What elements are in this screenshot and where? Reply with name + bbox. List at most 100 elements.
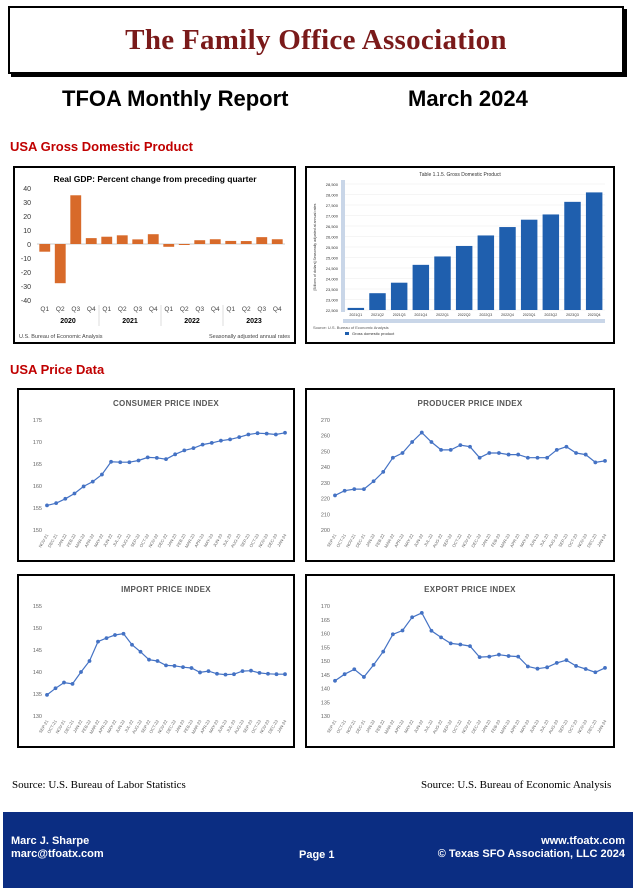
data-point	[206, 669, 211, 674]
org-banner: The Family Office Association	[8, 6, 624, 74]
y-tick-label: 10	[23, 228, 31, 235]
x-tick-label: MAY-23	[208, 718, 220, 734]
y-tick-label: -10	[21, 256, 31, 263]
x-tick-label: JAN-23	[174, 718, 186, 733]
y-tick-label: 200	[321, 528, 330, 534]
year-label: 2021	[122, 318, 138, 325]
y-tick-label: 28,000	[326, 193, 339, 198]
x-tick-label: MAY-22	[106, 718, 118, 734]
y-tick-label: -30	[21, 284, 31, 291]
data-point	[352, 487, 357, 492]
y-tick-label: 175	[33, 418, 42, 424]
x-tick-label: MAY-22	[403, 718, 415, 734]
y-tick-label: 130	[33, 714, 42, 720]
bar	[369, 293, 386, 310]
x-tick-label: 2023Q4	[588, 313, 601, 317]
y-tick-label: 24,500	[326, 266, 339, 271]
data-point	[154, 455, 159, 460]
y-tick-label: 140	[33, 670, 42, 676]
data-point	[342, 488, 347, 493]
data-point	[593, 460, 598, 465]
data-point	[333, 493, 337, 498]
x-tick-label: APR-23	[509, 532, 521, 548]
data-point	[458, 443, 463, 448]
y-tick-label: 140	[321, 687, 330, 693]
data-point	[249, 668, 253, 673]
data-point	[100, 472, 104, 477]
x-tick-label: 2022Q3	[479, 313, 492, 317]
x-tick-label: MAY-22	[93, 532, 105, 548]
y-tick-label: 135	[321, 700, 330, 706]
chart-title: EXPORT PRICE INDEX	[424, 585, 516, 594]
x-tick-label: JAN-22	[365, 532, 377, 547]
chart-title: Real GDP: Percent change from preceding …	[53, 174, 257, 184]
data-point	[246, 432, 251, 437]
data-point	[136, 458, 141, 463]
data-point	[487, 451, 492, 455]
footer: Marc J. Sharpe marc@tfoatx.com Page 1 ww…	[3, 812, 633, 888]
data-point	[487, 654, 492, 659]
x-tick-label: FEB-22	[80, 718, 92, 733]
data-point	[381, 469, 386, 474]
data-point	[172, 663, 177, 668]
bar	[434, 256, 451, 310]
bar	[477, 235, 495, 310]
data-point	[545, 455, 550, 460]
y-tick-label: 270	[321, 418, 330, 424]
website-link[interactable]: www.tfoatx.com	[541, 835, 625, 847]
data-point	[70, 681, 75, 686]
data-point	[45, 503, 49, 508]
bar	[390, 282, 408, 310]
bar	[147, 234, 159, 244]
data-point	[429, 440, 434, 444]
x-tick-label: JUN-23	[216, 718, 228, 733]
data-point	[516, 452, 521, 457]
chart-note-left: U.S. Bureau of Economic Analysis	[19, 334, 103, 340]
data-point	[257, 670, 262, 675]
x-tick-label: FEB-23	[490, 718, 502, 733]
data-point	[535, 455, 540, 460]
data-point	[583, 667, 588, 671]
legend-label: Gross domestic product	[352, 331, 395, 336]
x-tick-label: OCT-22	[451, 718, 463, 734]
data-point	[138, 649, 143, 654]
section-title-gdp: USA Gross Domestic Product	[10, 139, 194, 154]
x-tick-label: JUN-22	[413, 718, 425, 733]
x-tick-label: JAN-24	[596, 532, 608, 547]
data-point	[130, 642, 134, 647]
x-tick-label: SEP-22	[140, 718, 152, 734]
y-tick-label: 250	[321, 449, 330, 455]
data-point	[381, 649, 386, 654]
chart-title: CONSUMER PRICE INDEX	[113, 399, 219, 408]
org-title: The Family Office Association	[125, 23, 507, 56]
y-tick-label: 150	[321, 659, 330, 665]
gdp-level-chart: Table 1.1.5. Gross Domestic Product 28,50…	[305, 166, 615, 344]
y-tick-label: 165	[33, 462, 42, 468]
data-point	[181, 665, 185, 670]
x-tick-label: JUL-23	[538, 718, 549, 733]
x-tick-label: OCT-22	[451, 532, 463, 548]
x-tick-label: 2022Q2	[458, 313, 471, 317]
bar	[412, 264, 430, 310]
import-chart: IMPORT PRICE INDEX 155 150 145 140 135 130 SEP-…	[17, 574, 295, 748]
data-point	[173, 452, 178, 457]
legend-swatch	[345, 332, 349, 335]
ppi-chart: PRODUCER PRICE INDEX 270 260 250 240 230 220 21…	[305, 388, 615, 562]
bar	[520, 219, 538, 310]
bar	[542, 214, 560, 310]
bar	[54, 244, 66, 284]
chart-title: IMPORT PRICE INDEX	[121, 585, 211, 594]
y-axis-label: [Billions of dollars] Seasonally adjuste…	[313, 203, 317, 290]
x-tick-label: 2023Q1	[523, 313, 536, 317]
y-tick-label: 20	[23, 214, 31, 221]
data-point	[164, 457, 168, 462]
data-point	[215, 671, 219, 676]
x-tick-label: JUN-22	[114, 718, 126, 733]
data-point	[147, 657, 151, 662]
x-tick-label: SEP-21	[326, 532, 338, 548]
data-point	[477, 455, 482, 460]
data-point	[223, 672, 228, 677]
author-email[interactable]: marc@tfoatx.com	[11, 848, 104, 860]
data-point	[155, 659, 160, 663]
y-tick-label: 23,000	[326, 298, 339, 303]
